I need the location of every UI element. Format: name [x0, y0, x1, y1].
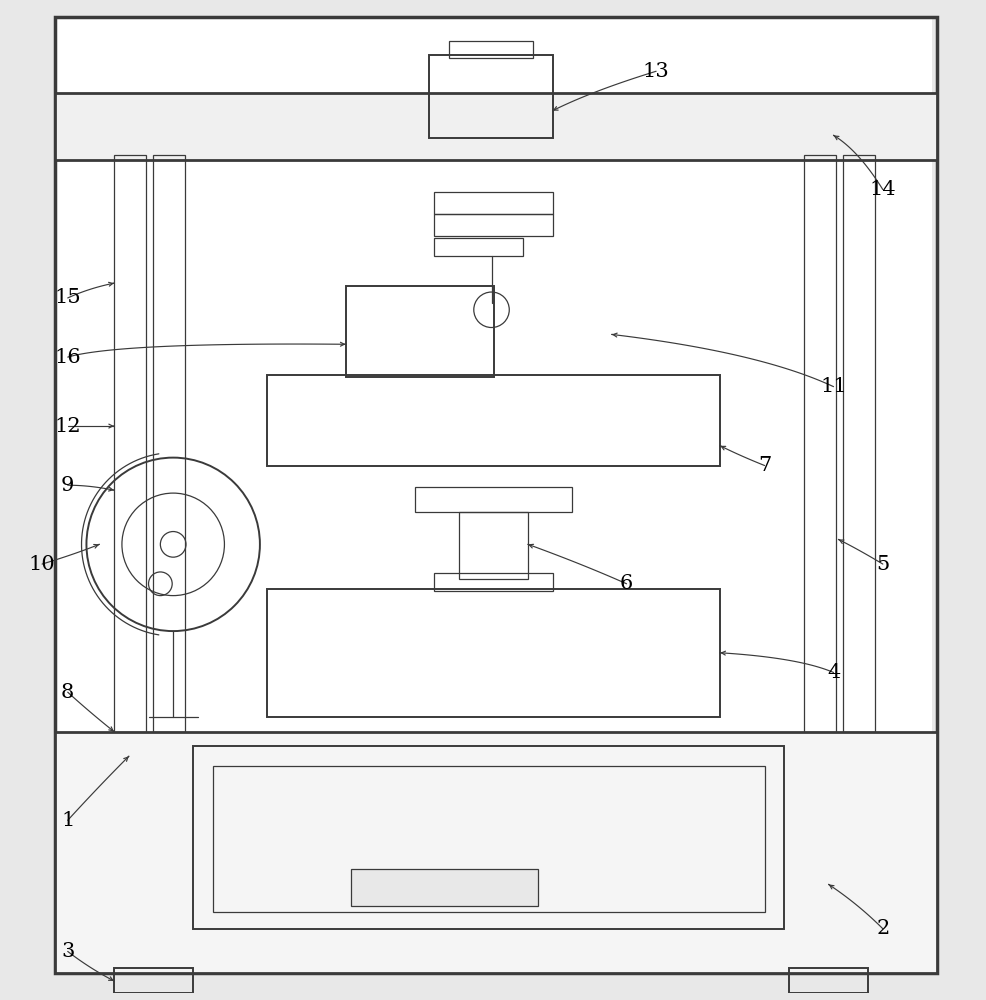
Text: 13: 13	[642, 62, 669, 81]
Bar	[55, 17, 936, 973]
Text: 14: 14	[869, 180, 895, 199]
Text: 3: 3	[61, 942, 74, 961]
Bar	[449, 41, 532, 58]
Text: 7: 7	[757, 456, 770, 475]
Text: 15: 15	[54, 288, 81, 307]
Text: 4: 4	[826, 663, 839, 682]
Bar	[429, 55, 552, 138]
Bar	[414, 487, 572, 512]
Text: 1: 1	[61, 811, 74, 830]
Bar	[345, 286, 493, 377]
Bar	[458, 512, 528, 579]
Bar	[789, 968, 867, 993]
Text: 2: 2	[876, 919, 888, 938]
Text: 5: 5	[876, 555, 888, 574]
Bar	[350, 869, 537, 906]
Bar	[266, 375, 720, 466]
Bar	[434, 238, 523, 256]
Bar	[212, 766, 764, 912]
Text: 6: 6	[619, 574, 633, 593]
Bar	[153, 155, 184, 732]
Text: 9: 9	[61, 476, 74, 495]
Text: 16: 16	[54, 348, 81, 367]
Text: 10: 10	[29, 555, 55, 574]
Bar	[434, 573, 552, 591]
Bar	[434, 192, 552, 214]
Bar	[434, 214, 552, 236]
Bar	[55, 17, 931, 973]
Text: 8: 8	[61, 683, 74, 702]
Text: 12: 12	[54, 417, 81, 436]
Bar	[114, 968, 192, 993]
Bar	[192, 746, 784, 929]
Bar	[55, 93, 936, 160]
Bar	[114, 155, 145, 732]
Bar	[266, 589, 720, 717]
Bar	[843, 155, 874, 732]
Bar	[804, 155, 835, 732]
Bar	[55, 732, 936, 973]
Text: 11: 11	[819, 377, 846, 396]
